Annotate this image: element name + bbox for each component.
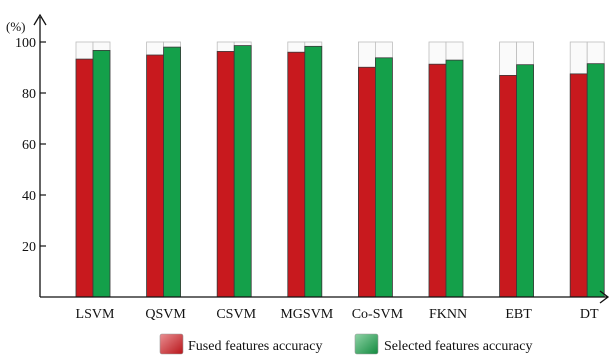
bar-fused-mgsvm bbox=[287, 51, 306, 298]
x-tick-label: MGSVM bbox=[280, 307, 333, 322]
x-tick-label: CSVM bbox=[216, 307, 256, 322]
legend-label: Fused features accuracy bbox=[188, 339, 322, 354]
x-tick-label: QSVM bbox=[145, 307, 186, 322]
bar-selected-csvm bbox=[233, 45, 252, 298]
x-tick-label: EBT bbox=[505, 307, 532, 322]
legend-label: Selected features accuracy bbox=[384, 339, 532, 354]
y-tick-label: 40 bbox=[22, 189, 36, 204]
bar-selected-qsvm bbox=[163, 46, 182, 298]
bar-selected-mgsvm bbox=[304, 45, 323, 298]
bar-fused-qsvm bbox=[146, 54, 165, 298]
y-tick-label: 60 bbox=[22, 138, 36, 153]
x-tick-label: DT bbox=[580, 307, 599, 322]
bar-fused-ebt bbox=[499, 75, 518, 298]
x-tick-label: Co-SVM bbox=[352, 307, 404, 322]
x-axis-arrow bbox=[599, 290, 610, 304]
y-axis-label: (%) bbox=[6, 19, 26, 34]
legend-swatch-fused bbox=[159, 333, 184, 355]
bar-fused-fknn bbox=[428, 63, 447, 298]
y-tick-label: 80 bbox=[22, 87, 36, 102]
bar-fused-dt bbox=[569, 73, 588, 298]
legend: Fused features accuracy Selected features… bbox=[159, 333, 532, 355]
bar-fused-co-svm bbox=[357, 66, 376, 298]
labels: LSVM QSVM CSVM MGSVM Co-SVM FKNN EBT DT 20 40 60 80… bbox=[6, 19, 599, 322]
axes bbox=[33, 13, 610, 304]
y-tick-label: 20 bbox=[22, 240, 36, 255]
bar-selected-fknn bbox=[445, 59, 464, 298]
y-axis-arrow bbox=[33, 13, 47, 26]
bar-selected-lsvm bbox=[92, 50, 111, 298]
x-tick-label: FKNN bbox=[429, 307, 467, 322]
y-tick-label: 100 bbox=[15, 36, 36, 51]
bar-selected-co-svm bbox=[374, 57, 393, 298]
bar-selected-dt bbox=[586, 63, 605, 298]
legend-swatch-selected bbox=[354, 333, 379, 355]
x-tick-label: LSVM bbox=[76, 307, 115, 322]
bar-fused-csvm bbox=[216, 51, 235, 298]
bar-selected-ebt bbox=[516, 64, 534, 298]
bars bbox=[75, 45, 605, 298]
bar-fused-lsvm bbox=[75, 58, 94, 298]
